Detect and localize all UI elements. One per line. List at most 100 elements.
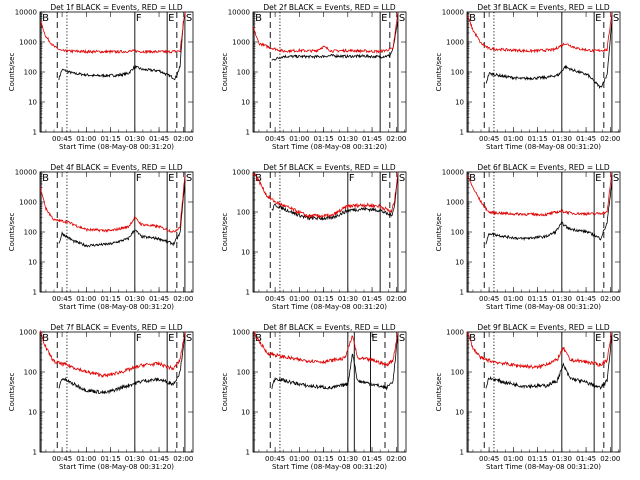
xtick-label: 01:15: [313, 295, 333, 303]
xtick-label: 01:45: [576, 455, 596, 463]
ytick-label: 10: [455, 99, 464, 107]
lld-series-8: [253, 330, 399, 367]
ytick-label: 1000: [446, 39, 464, 47]
xtick-label: 01:45: [576, 295, 596, 303]
event-marker-label: E: [371, 333, 377, 344]
xtick-label: 02:00: [173, 295, 193, 303]
events-series-7: [58, 333, 186, 395]
events-series-8: [271, 333, 399, 391]
ytick-label: 10: [28, 409, 37, 417]
xtick-label: 02:00: [386, 295, 406, 303]
event-marker-label: B: [469, 333, 476, 344]
xtick-label: 02:00: [386, 135, 406, 143]
ytick-label: 1: [460, 449, 464, 457]
event-marker-label: E: [168, 13, 174, 24]
ytick-label: 1000: [232, 329, 250, 337]
xtick-label: 01:15: [100, 295, 120, 303]
xtick-label: 01:15: [527, 295, 547, 303]
x-axis-label: Start Time (08-May-08 00:31:20): [486, 303, 601, 311]
xtick-label: 01:30: [338, 135, 358, 143]
y-axis-label: Counts/sec: [435, 373, 443, 412]
event-marker-label: E: [381, 173, 387, 184]
plot-frame-6: [466, 171, 621, 293]
xtick-label: 01:30: [338, 295, 358, 303]
ytick-label: 100: [451, 229, 464, 237]
xtick-label: 02:00: [173, 135, 193, 143]
event-marker-label: S: [613, 333, 619, 344]
xtick-label: 01:45: [149, 295, 169, 303]
lld-series-4: [39, 174, 186, 233]
ytick-label: 10000: [442, 9, 464, 17]
xtick-label: 01:30: [552, 455, 572, 463]
ytick-label: 10: [455, 259, 464, 267]
xtick-label: 01:00: [76, 135, 96, 143]
event-marker-label: S: [186, 333, 192, 344]
event-marker-label: E: [168, 173, 174, 184]
ytick-label: 1: [33, 449, 37, 457]
xtick-label: 01:00: [289, 135, 309, 143]
x-axis-label: Start Time (08-May-08 00:31:20): [272, 463, 387, 471]
event-marker-label: E: [595, 333, 601, 344]
xtick-label: 00:45: [52, 135, 72, 143]
ytick-label: 100: [451, 369, 464, 377]
lld-series-3: [466, 11, 613, 54]
ytick-label: 10000: [228, 9, 250, 17]
y-axis-label: Counts/sec: [221, 213, 229, 252]
event-marker-label: B: [42, 173, 49, 184]
xtick-label: 00:45: [265, 295, 285, 303]
xtick-label: 01:00: [503, 295, 523, 303]
event-marker-label: B: [255, 333, 262, 344]
panel-title-8: Det 8f BLACK = Events, RED = LLD: [263, 323, 396, 332]
xtick-label: 01:00: [503, 135, 523, 143]
xtick-label: 01:00: [289, 455, 309, 463]
panel-title-5: Det 5f BLACK = Events, RED = LLD: [263, 163, 396, 172]
plot-frame-5: [252, 171, 407, 293]
x-axis-label: Start Time (08-May-08 00:31:20): [486, 463, 601, 471]
xtick-label: 01:15: [100, 455, 120, 463]
event-marker-label: B: [255, 13, 262, 24]
event-marker-label: S: [399, 13, 405, 24]
panel-title-7: Det 7f BLACK = Events, RED = LLD: [50, 323, 183, 332]
plot-frame-1: [39, 11, 194, 133]
xtick-label: 01:45: [149, 135, 169, 143]
ytick-label: 10: [455, 409, 464, 417]
xtick-label: 00:45: [52, 295, 72, 303]
xtick-label: 01:45: [362, 135, 382, 143]
event-marker-label: E: [595, 173, 601, 184]
events-series-3: [485, 20, 613, 90]
y-axis-label: Counts/sec: [221, 373, 229, 412]
panel-title-2: Det 2f BLACK = Events, RED = LLD: [263, 3, 396, 12]
ytick-label: 1000: [19, 39, 37, 47]
ytick-label: 1: [246, 449, 250, 457]
event-marker-label: B: [469, 173, 476, 184]
xtick-label: 01:45: [149, 455, 169, 463]
event-marker-label: S: [186, 13, 192, 24]
ytick-label: 1000: [19, 199, 37, 207]
event-marker-label: B: [42, 333, 49, 344]
xtick-label: 01:30: [125, 295, 145, 303]
xtick-label: 01:00: [503, 455, 523, 463]
ytick-label: 100: [451, 69, 464, 77]
plot-frame-2: [252, 11, 407, 133]
y-axis-label: Counts/sec: [435, 213, 443, 252]
panel-title-3: Det 3f BLACK = Events, RED = LLD: [477, 3, 610, 12]
events-series-9: [485, 333, 613, 390]
ytick-label: 100: [237, 69, 250, 77]
event-marker-label: E: [381, 13, 387, 24]
xtick-label: 01:30: [125, 135, 145, 143]
xtick-label: 01:15: [313, 135, 333, 143]
xtick-label: 01:30: [338, 455, 358, 463]
ytick-label: 1: [33, 129, 37, 137]
plot-frame-7: [39, 331, 194, 453]
xtick-label: 01:15: [527, 455, 547, 463]
x-axis-label: Start Time (08-May-08 00:31:20): [486, 143, 601, 151]
event-marker-label: S: [399, 333, 405, 344]
plot-frame-3: [466, 11, 621, 133]
events-series-6: [485, 180, 613, 245]
y-axis-label: Counts/sec: [221, 53, 229, 92]
xtick-label: 01:00: [289, 295, 309, 303]
x-axis-label: Start Time (08-May-08 00:31:20): [59, 463, 174, 471]
events-series-4: [58, 180, 186, 248]
xtick-label: 02:00: [600, 295, 620, 303]
